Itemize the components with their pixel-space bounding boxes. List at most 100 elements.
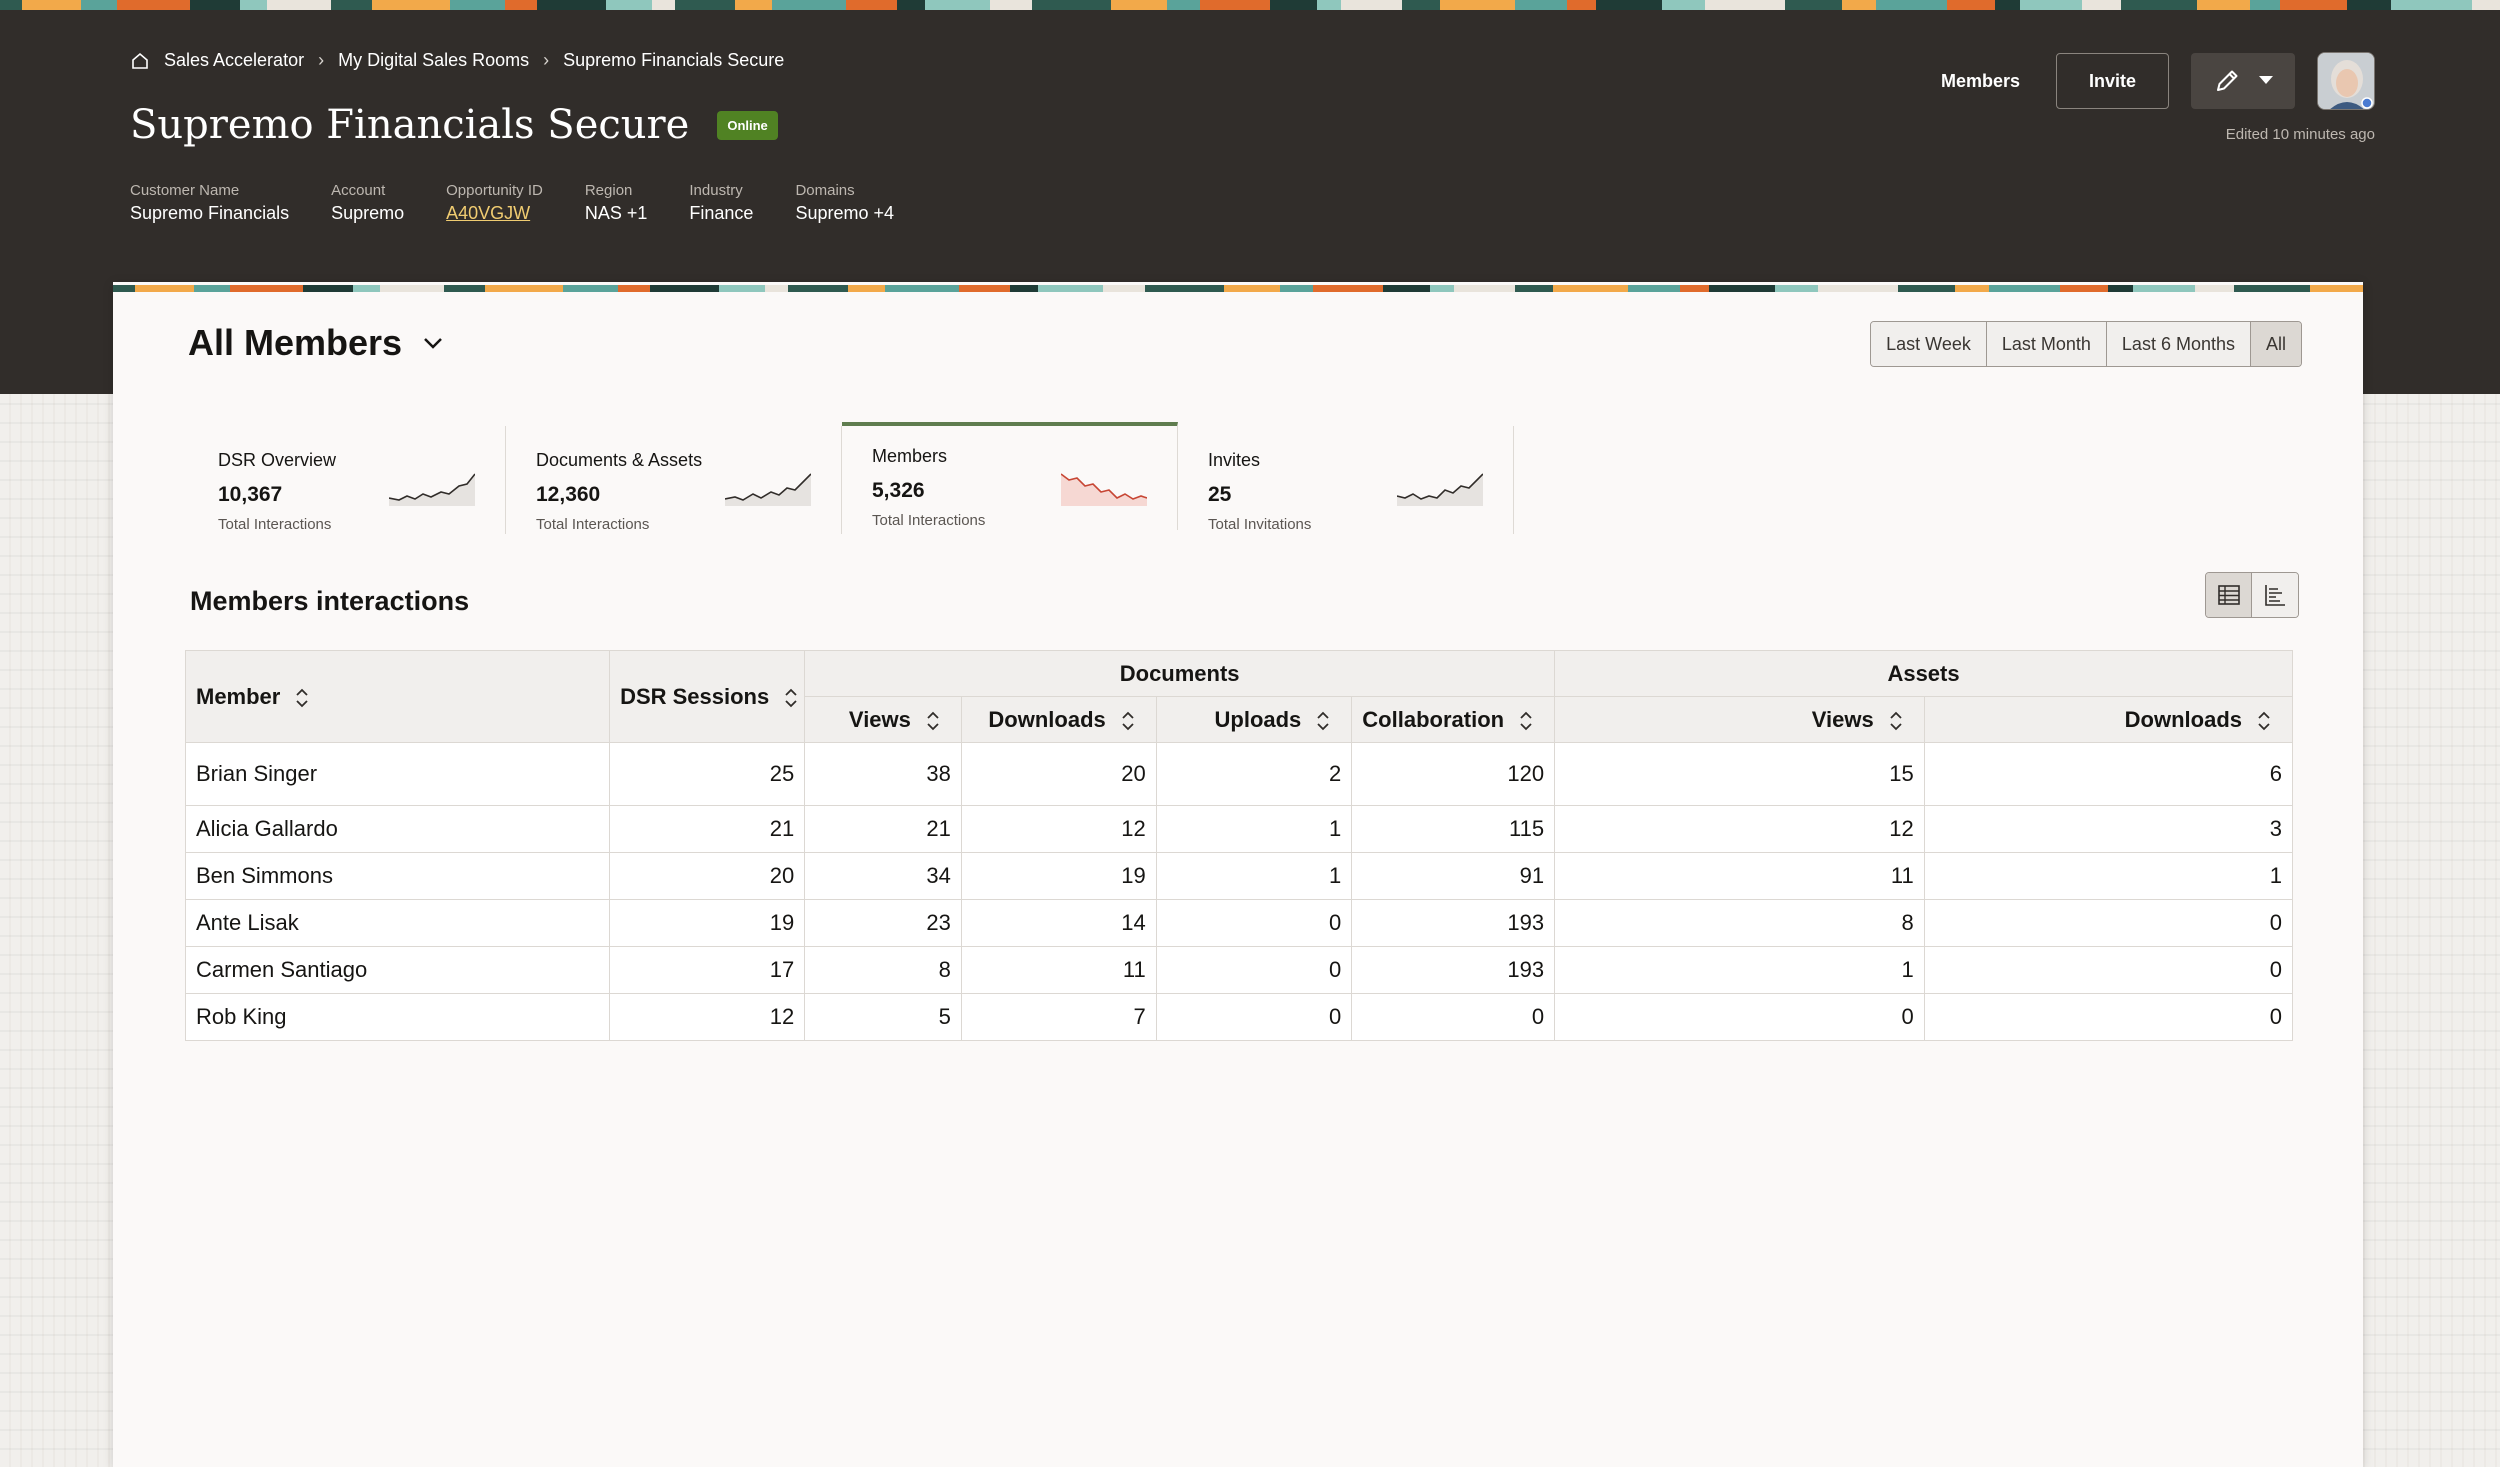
meta-domains: Domains Supremo +4 [795,182,894,223]
table-cell: 12 [609,993,806,1041]
filter-last-month[interactable]: Last Month [1986,322,2107,366]
metric-documents-assets[interactable]: Documents & Assets 12,360 Total Interact… [506,426,842,534]
meta-opportunity-id: Opportunity ID A40VGJW [446,182,543,223]
table-body: Brian Singer 25 38 20 2 120 15 6 Alicia Gallardo… [184,742,2294,1041]
meta-customer-name: Customer Name Supremo Financials [130,182,290,223]
column-header-doc-collaboration[interactable]: Collaboration [1351,696,1556,743]
table-cell: 0 [1155,899,1353,947]
table-cell: 0 [1554,993,1925,1041]
table-cell: 1 [1155,805,1353,853]
edited-timestamp: Edited 10 minutes ago [2225,126,2375,143]
member-name-cell: Rob King [184,993,611,1041]
metric-dsr-overview[interactable]: DSR Overview 10,367 Total Interactions [188,426,506,534]
member-name-cell: Alicia Gallardo [184,805,611,853]
header-decoration [0,0,2500,10]
breadcrumb-item-current: Supremo Financials Secure [563,50,785,70]
bar-chart-icon [2265,585,2285,606]
table-cell: 1 [1155,852,1353,900]
table-cell: 115 [1351,805,1556,853]
pencil-icon [2217,70,2238,91]
table-cell: 8 [804,946,962,994]
members-card: All Members Last Week Last Month Last 6 … [113,282,2363,1467]
chart-view-button[interactable] [2252,573,2298,617]
table-cell: 7 [960,993,1157,1041]
time-filter-group: Last Week Last Month Last 6 Months All [1870,321,2302,367]
view-toggle [2205,572,2299,618]
table-cell: 0 [1923,993,2294,1041]
column-header-asset-views[interactable]: Views [1554,696,1925,743]
caret-down-icon [2259,76,2273,84]
breadcrumb-item-sales-accelerator[interactable]: Sales Accelerator [164,50,305,70]
column-header-asset-downloads[interactable]: Downloads [1923,696,2294,743]
table-cell: 0 [1155,946,1353,994]
table-cell: 21 [804,805,962,853]
metric-invites[interactable]: Invites 25 Total Invitations [1178,426,1514,534]
table-cell: 0 [1923,899,2294,947]
column-group-documents: Documents [804,650,1556,697]
table-row[interactable]: Rob King 12 5 7 0 0 0 0 [184,993,2294,1041]
sort-icon[interactable] [1888,710,1904,732]
edit-menu-button[interactable] [2191,53,2295,109]
sort-icon[interactable] [1518,710,1534,732]
metric-members[interactable]: Members 5,326 Total Interactions [842,422,1178,530]
chevron-right-icon: › [543,50,550,70]
filter-last-week[interactable]: Last Week [1871,322,1987,366]
sort-icon[interactable] [294,687,310,709]
table-row[interactable]: Ante Lisak 19 23 14 0 193 8 0 [184,899,2294,947]
column-header-dsr-sessions[interactable]: DSR Sessions [609,650,806,743]
opportunity-id-link[interactable]: A40VGJW [446,203,531,223]
sparkline-up [725,473,811,506]
breadcrumb: Sales Accelerator › My Digital Sales Roo… [130,50,784,71]
table-cell: 21 [609,805,806,853]
section-title: Members interactions [190,586,470,616]
table-row[interactable]: Ben Simmons 20 34 19 1 91 11 1 [184,852,2294,900]
table-row[interactable]: Alicia Gallardo 21 21 12 1 115 12 3 [184,805,2294,853]
table-cell: 19 [960,852,1157,900]
table-cell: 193 [1351,899,1556,947]
table-cell: 14 [960,899,1157,947]
table-cell: 120 [1351,742,1556,806]
meta-row: Customer Name Supremo Financials Account… [130,182,894,224]
column-header-member[interactable]: Member [184,650,611,743]
column-header-doc-uploads[interactable]: Uploads [1155,696,1353,743]
sparkline-up [389,473,475,506]
table-cell: 0 [1155,993,1353,1041]
filter-all[interactable]: All [2250,322,2301,366]
avatar[interactable] [2317,52,2375,110]
sparkline-up [1397,473,1483,506]
table-cell: 1 [1554,946,1925,994]
table-cell: 0 [1923,946,2294,994]
members-button[interactable]: Members [1927,53,2034,109]
card-title: All Members [188,322,403,363]
column-header-doc-downloads[interactable]: Downloads [960,696,1157,743]
metrics-tabs: DSR Overview 10,367 Total Interactions D… [188,422,1514,534]
filter-last-6-months[interactable]: Last 6 Months [2106,322,2251,366]
page-title: Supremo Financials Secure [130,102,690,148]
table-cell: 19 [609,899,806,947]
invite-button[interactable]: Invite [2055,53,2169,109]
sort-icon[interactable] [2256,710,2272,732]
chevron-down-icon[interactable] [420,330,446,356]
column-header-doc-views[interactable]: Views [804,696,962,743]
column-group-assets: Assets [1554,650,2293,697]
table-view-button[interactable] [2206,573,2252,617]
table-cell: 20 [609,852,806,900]
member-name-cell: Brian Singer [184,742,611,806]
member-name-cell: Carmen Santiago [184,946,611,994]
table-row[interactable]: Carmen Santiago 17 8 11 0 193 1 0 [184,946,2294,994]
home-icon[interactable] [130,51,150,71]
table-row[interactable]: Brian Singer 25 38 20 2 120 15 6 [184,742,2294,806]
table-cell: 2 [1155,742,1353,806]
table-cell: 5 [804,993,962,1041]
sort-icon[interactable] [925,710,941,732]
table-cell: 8 [1554,899,1925,947]
table-cell: 3 [1923,805,2294,853]
sort-icon[interactable] [783,687,799,709]
sort-icon[interactable] [1120,710,1136,732]
breadcrumb-item-my-digital-sales-rooms[interactable]: My Digital Sales Rooms [338,50,530,70]
table-cell: 38 [804,742,962,806]
table-cell: 1 [1923,852,2294,900]
meta-account: Account Supremo [331,182,405,223]
table-cell: 11 [1554,852,1925,900]
sort-icon[interactable] [1315,710,1331,732]
